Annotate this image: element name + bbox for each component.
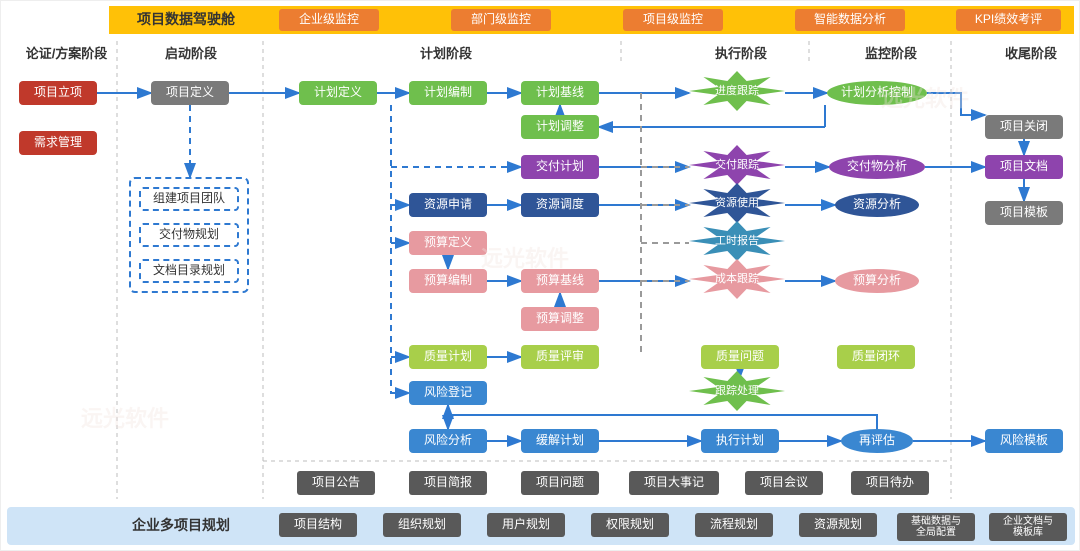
flow-node: 预算调整 <box>521 307 599 331</box>
flow-node: 资源使用 <box>689 183 785 223</box>
flow-node: 文档目录规划 <box>139 259 239 283</box>
flow-node: 预算定义 <box>409 231 487 255</box>
project-aux-item: 项目问题 <box>521 471 599 495</box>
phase-header: 论证/方案阶段 <box>19 44 114 64</box>
flow-node: 资源分析 <box>835 193 919 217</box>
flow-node: 预算分析 <box>835 269 919 293</box>
flow-node: 预算基线 <box>521 269 599 293</box>
flow-node: 资源调度 <box>521 193 599 217</box>
footer-item: 用户规划 <box>487 513 565 537</box>
flow-node: 交付跟踪 <box>689 145 785 185</box>
flow-node: 需求管理 <box>19 131 97 155</box>
flow-node: 质量计划 <box>409 345 487 369</box>
cockpit-tag: 项目级监控 <box>623 9 723 31</box>
project-aux-item: 项目待办 <box>851 471 929 495</box>
flow-node: 项目模板 <box>985 201 1063 225</box>
flow-node: 计划基线 <box>521 81 599 105</box>
flow-node: 交付计划 <box>521 155 599 179</box>
phase-header: 计划阶段 <box>406 44 486 64</box>
flow-node: 项目关闭 <box>985 115 1063 139</box>
flow-node: 计划编制 <box>409 81 487 105</box>
flow-node: 质量评审 <box>521 345 599 369</box>
flow-node: 计划调整 <box>521 115 599 139</box>
flow-node: 跟踪处理 <box>689 371 785 411</box>
footer-item: 流程规划 <box>695 513 773 537</box>
flow-node: 计划定义 <box>299 81 377 105</box>
flow-node: 成本跟踪 <box>689 259 785 299</box>
flow-node: 进度跟踪 <box>689 71 785 111</box>
flow-node: 项目立项 <box>19 81 97 105</box>
flow-node: 计划分析控制 <box>827 81 927 105</box>
footer-item: 基础数据与 全局配置 <box>897 513 975 541</box>
flow-node: 再评估 <box>841 429 913 453</box>
phase-header: 收尾阶段 <box>991 44 1071 64</box>
flow-node: 风险登记 <box>409 381 487 405</box>
footer-item: 资源规划 <box>799 513 877 537</box>
flow-node: 风险分析 <box>409 429 487 453</box>
flow-node: 工时报告 <box>689 221 785 261</box>
cockpit-tag: 部门级监控 <box>451 9 551 31</box>
cockpit-title: 项目数据驾驶舱 <box>121 9 251 31</box>
flow-node: 风险模板 <box>985 429 1063 453</box>
footer-item: 项目结构 <box>279 513 357 537</box>
cockpit-tag: KPI绩效考评 <box>956 9 1061 31</box>
flow-node: 质量闭环 <box>837 345 915 369</box>
phase-header: 监控阶段 <box>851 44 931 64</box>
footer-item: 企业文档与 模板库 <box>989 513 1067 541</box>
flow-node: 预算编制 <box>409 269 487 293</box>
flow-node: 项目文档 <box>985 155 1063 179</box>
flow-node: 缓解计划 <box>521 429 599 453</box>
flow-node: 项目定义 <box>151 81 229 105</box>
phase-header: 启动阶段 <box>151 44 231 64</box>
footer-item: 组织规划 <box>383 513 461 537</box>
flow-node: 交付物分析 <box>829 155 925 179</box>
project-aux-item: 项目大事记 <box>629 471 719 495</box>
cockpit-tag: 企业级监控 <box>279 9 379 31</box>
project-aux-item: 项目公告 <box>297 471 375 495</box>
cockpit-tag: 智能数据分析 <box>795 9 905 31</box>
flow-node: 质量问题 <box>701 345 779 369</box>
flow-node: 资源申请 <box>409 193 487 217</box>
phase-header: 执行阶段 <box>701 44 781 64</box>
footer-item: 权限规划 <box>591 513 669 537</box>
flow-node: 组建项目团队 <box>139 187 239 211</box>
flow-node: 执行计划 <box>701 429 779 453</box>
project-aux-item: 项目会议 <box>745 471 823 495</box>
flow-node: 交付物规划 <box>139 223 239 247</box>
footer-title: 企业多项目规划 <box>111 515 251 537</box>
project-aux-item: 项目简报 <box>409 471 487 495</box>
